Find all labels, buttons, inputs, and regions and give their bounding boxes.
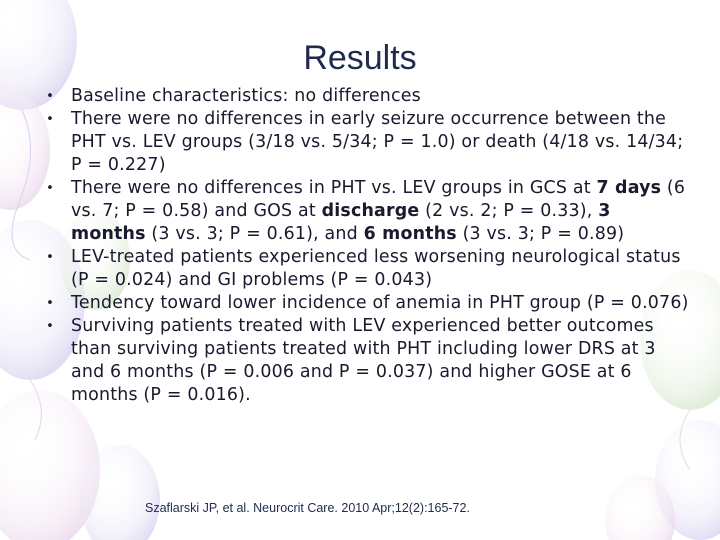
bullet-item: • Baseline characteristics: no difference… — [40, 85, 690, 108]
bullet-dot-icon: • — [46, 250, 54, 265]
bullet-dot-icon: • — [46, 89, 54, 104]
bullet-text: There were no differences in PHT vs. LEV… — [71, 178, 597, 198]
balloon-shape — [60, 210, 130, 310]
bullet-list: • Baseline characteristics: no difference… — [40, 85, 690, 407]
bullet-text: (3 vs. 3; P = 0.61), and — [145, 224, 364, 244]
balloon-string — [679, 409, 691, 471]
bullet-dot-icon: • — [46, 181, 54, 196]
bullet-text: There were no differences in early seizu… — [71, 109, 684, 175]
bullet-text: Baseline characteristics: no differences — [71, 86, 421, 106]
bullet-item: • LEV-treated patients experienced less w… — [40, 246, 690, 292]
balloon-string — [11, 109, 31, 261]
bullet-text: (3 vs. 3; P = 0.89) — [456, 224, 625, 244]
balloon-shape — [0, 90, 50, 210]
balloon-shape — [0, 0, 77, 110]
balloon-shape — [640, 270, 720, 410]
balloon-shape — [80, 445, 160, 540]
bullet-dot-icon: • — [46, 112, 54, 127]
balloon-shape — [0, 390, 100, 540]
citation: Szaflarski JP, et al. Neurocrit Care. 20… — [145, 501, 470, 515]
bullet-dot-icon: • — [46, 319, 54, 334]
slide-title: Results — [303, 39, 417, 77]
balloon-shape — [605, 475, 675, 540]
bullet-item: • Tendency toward lower incidence of anem… — [40, 292, 690, 315]
bullet-text: Surviving patients treated with LEV expe… — [71, 316, 656, 405]
bullet-emphasis: discharge — [321, 201, 420, 221]
balloon-string — [29, 379, 42, 441]
bullet-item: • There were no differences in early seiz… — [40, 108, 690, 177]
bullet-text: LEV-treated patients experienced less wo… — [71, 247, 681, 290]
bullet-text: (6 vs. 7; P = 0.58) and GOS at — [71, 178, 686, 221]
bullet-item: • There were no differences in PHT vs. LE… — [40, 177, 690, 246]
bullet-text: Tendency toward lower incidence of anemi… — [71, 293, 689, 313]
bullet-emphasis: 7 days — [596, 178, 662, 198]
bullet-text: (2 vs. 2; P = 0.33), — [419, 201, 599, 221]
bullet-item: • Surviving patients treated with LEV exp… — [40, 315, 690, 407]
bullet-emphasis: 3 months — [71, 201, 611, 244]
bullet-dot-icon: • — [46, 296, 54, 311]
bullet-emphasis: 6 months — [363, 224, 457, 244]
